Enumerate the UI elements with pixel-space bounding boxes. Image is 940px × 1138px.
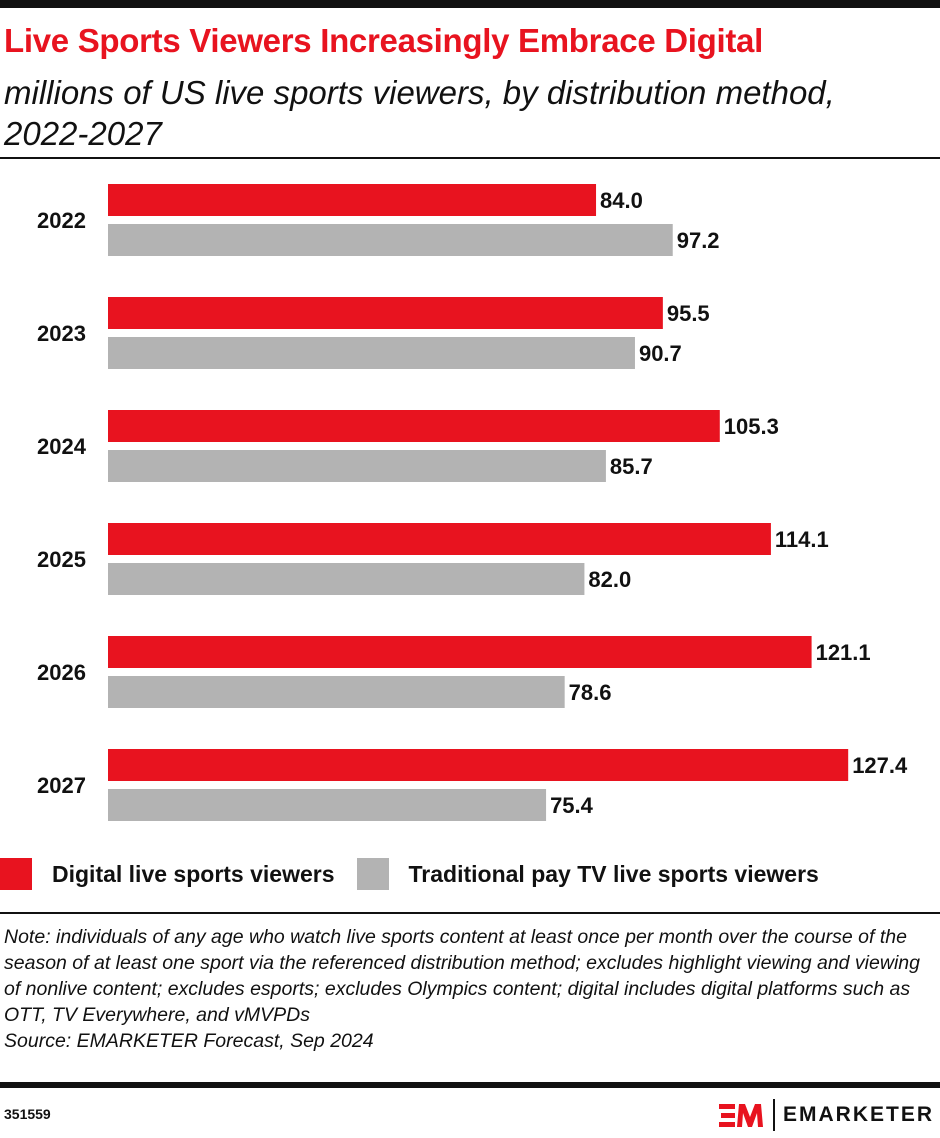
chart-title: Live Sports Viewers Increasingly Embrace…	[4, 22, 763, 59]
data-label: 114.1	[775, 527, 829, 552]
data-label: 85.7	[610, 454, 653, 479]
data-label: 105.3	[724, 414, 779, 439]
legend: Digital live sports viewers Traditional …	[0, 858, 819, 890]
category-label: 2025	[37, 547, 86, 572]
top-bar	[0, 0, 940, 8]
bar-digital	[108, 749, 849, 781]
source-text: Source: EMARKETER Forecast, Sep 2024	[4, 1030, 374, 1052]
data-label: 95.5	[667, 301, 710, 326]
note: Note: individuals of any age who watch l…	[4, 924, 934, 1054]
data-label: 75.4	[550, 793, 594, 818]
data-label: 127.4	[852, 753, 908, 778]
emarketer-logo: EMARKETER	[718, 1099, 934, 1131]
bar-digital	[108, 410, 720, 442]
bar-traditional	[108, 563, 585, 595]
data-label: 121.1	[816, 640, 871, 665]
data-label: 84.0	[600, 188, 643, 213]
bar-digital	[108, 636, 812, 668]
category-label: 2024	[37, 434, 87, 459]
chart-subtitle: millions of US live sports viewers, by d…	[4, 74, 835, 152]
bar-traditional	[108, 676, 565, 708]
chart-id: 351559	[4, 1106, 51, 1122]
logo-divider	[772, 1099, 775, 1131]
category-label: 2023	[37, 321, 86, 346]
bar-traditional	[108, 337, 635, 369]
bar-digital	[108, 184, 597, 216]
category-label: 2022	[37, 208, 86, 233]
category-label: 2026	[37, 660, 86, 685]
bar-traditional	[108, 789, 547, 821]
em-logo-icon	[718, 1104, 763, 1127]
legend-label-traditional: Traditional pay TV live sports viewers	[408, 860, 819, 887]
note-text: Note: individuals of any age who watch l…	[4, 926, 920, 1026]
bar-digital	[108, 523, 771, 555]
legend-swatch-digital	[0, 858, 32, 890]
legend-swatch-traditional	[356, 858, 389, 890]
data-label: 82.0	[588, 567, 631, 592]
divider	[0, 912, 940, 914]
divider	[0, 157, 940, 159]
data-label: 90.7	[639, 341, 682, 366]
divider	[0, 1082, 940, 1088]
category-label: 2027	[37, 773, 86, 798]
bar-chart: 2022 84.0 97.2 2023 95.5 90.7 2024 105.3 85.7 202…	[37, 184, 908, 821]
bar-digital	[108, 297, 663, 329]
bar-traditional	[108, 224, 673, 256]
brand-name: EMARKETER	[782, 1103, 934, 1126]
data-label: 78.6	[569, 680, 612, 705]
legend-label-digital: Digital live sports viewers	[52, 860, 335, 887]
data-label: 97.2	[677, 228, 720, 253]
bar-traditional	[108, 450, 606, 482]
